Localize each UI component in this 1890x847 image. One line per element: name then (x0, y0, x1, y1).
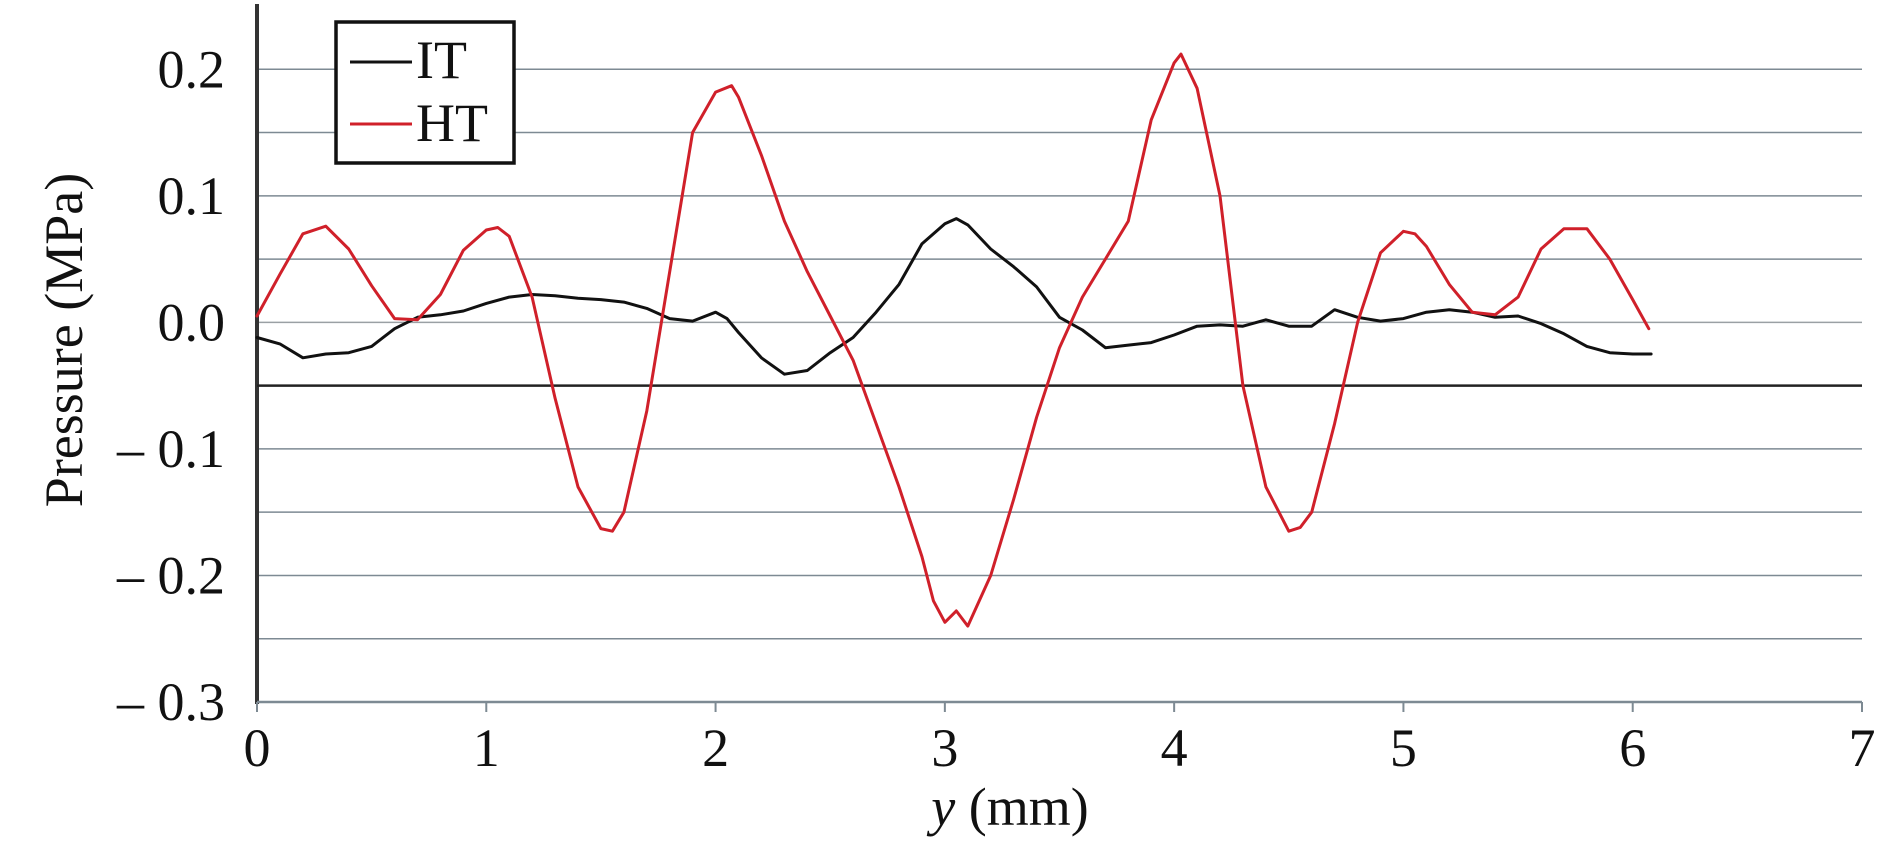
x-axis-title-unit: (mm) (955, 777, 1088, 837)
legend-label-it: IT (416, 30, 467, 90)
x-tick-label: 0 (244, 718, 271, 778)
y-tick-label: 0.2 (158, 39, 226, 99)
y-tick-label: – 0.2 (116, 545, 225, 605)
x-axis-title: y (mm) (926, 777, 1088, 837)
y-axis-title: Pressure (MPa) (34, 173, 94, 507)
y-tick-label: 0.1 (158, 166, 226, 226)
x-tick-label: 5 (1390, 718, 1417, 778)
x-tick-label: 2 (702, 718, 729, 778)
axes (255, 4, 1863, 712)
x-axis-title-variable: y (926, 777, 955, 837)
x-tick-label: 3 (931, 718, 958, 778)
y-tick-label: – 0.3 (116, 672, 225, 732)
legend-box (334, 20, 516, 165)
series-line-it (255, 217, 1653, 376)
x-tick-label: 7 (1849, 718, 1876, 778)
legend: IT HT (334, 20, 516, 165)
x-tick-labels: 0 1 2 3 4 5 6 7 (244, 718, 1876, 778)
y-tick-label: – 0.1 (116, 419, 225, 479)
series-lines (255, 52, 1653, 628)
x-tick-label: 6 (1619, 718, 1646, 778)
x-tick-label: 1 (473, 718, 500, 778)
y-tick-labels: 0.2 0.1 0.0 – 0.1 – 0.2 – 0.3 (116, 39, 225, 732)
y-tick-label: 0.0 (158, 292, 226, 352)
x-tick-label: 4 (1161, 718, 1188, 778)
series-line-ht (255, 52, 1651, 628)
legend-label-ht: HT (416, 93, 488, 153)
